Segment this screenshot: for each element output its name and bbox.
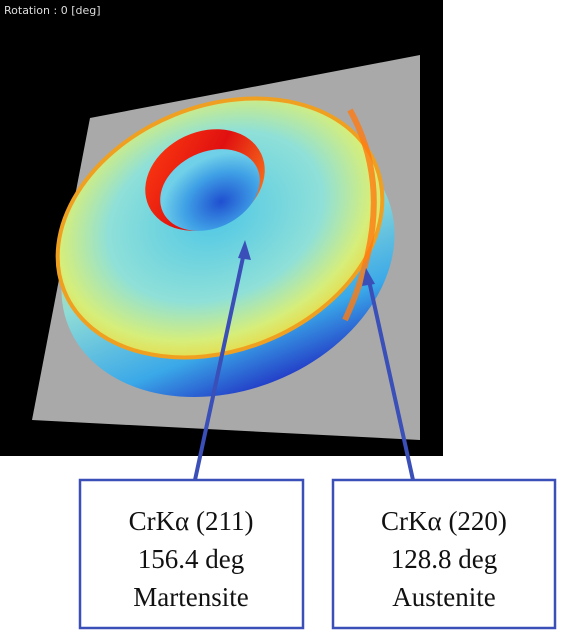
callout-labels: CrKα (211) 156.4 deg Martensite CrKα (220) 1…	[129, 506, 507, 612]
inner-hole	[160, 149, 260, 231]
callout-line: CrKα (211)	[129, 506, 254, 536]
callout-line: 156.4 deg	[138, 544, 244, 574]
ring-ridge	[342, 108, 377, 322]
callout-line: Martensite	[133, 582, 248, 612]
pointer-line	[366, 275, 415, 481]
arrow-head	[362, 268, 375, 286]
arrow-head	[238, 240, 251, 260]
rotation-caption: Rotation : 0 [deg]	[4, 4, 101, 17]
callout-line: 128.8 deg	[391, 544, 497, 574]
pointer-line	[193, 247, 247, 481]
ring-top	[55, 96, 385, 360]
callout-box	[331, 478, 557, 630]
callout-line: Austenite	[392, 582, 495, 612]
callout-box	[78, 478, 305, 630]
callout-line: CrKα (220)	[381, 506, 507, 536]
